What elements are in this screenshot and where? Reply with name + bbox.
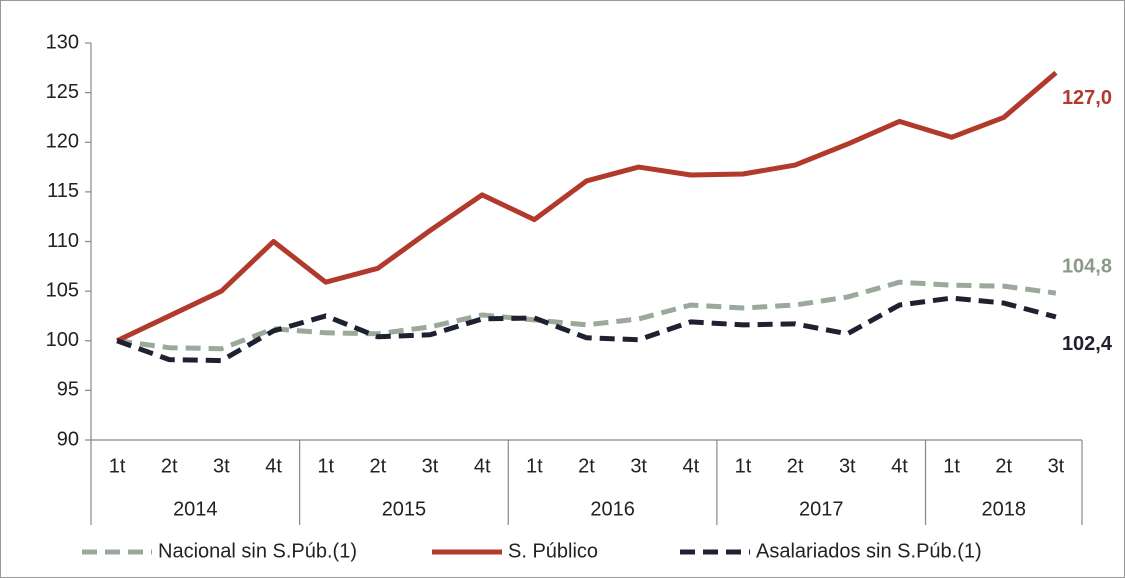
legend-label: Asalariados sin S.Púb.(1) [756,540,982,562]
x-tick-label: 2t [161,455,178,477]
x-group-label: 2018 [982,498,1027,520]
x-tick-label: 3t [1048,455,1065,477]
y-tick-label: 120 [46,131,79,153]
value-label: 127,0 [1062,87,1112,109]
x-tick-label: 1t [109,455,126,477]
x-tick-label: 2t [578,455,595,477]
series-line [116,70,1058,344]
value-label: 104,8 [1062,255,1112,277]
x-tick-label: 3t [630,455,647,477]
y-tick-label: 105 [46,279,79,301]
x-tick-label: 2t [995,455,1012,477]
x-tick-label: 2t [787,455,804,477]
y-tick-label: 100 [46,329,79,351]
y-tick-label: 125 [46,81,79,103]
y-tick-label: 90 [57,428,79,450]
y-tick-label: 115 [47,180,79,202]
x-tick-label: 1t [526,455,543,477]
series-line [116,279,1057,352]
x-tick-label: 4t [682,455,699,477]
x-tick-label: 1t [943,455,960,477]
x-group-label: 2014 [173,498,218,520]
y-tick-label: 130 [46,31,79,53]
x-tick-label: 1t [317,455,334,477]
legend-label: S. Público [508,540,598,562]
x-tick-label: 3t [213,455,230,477]
x-group-label: 2015 [382,498,427,520]
x-tick-label: 4t [265,455,282,477]
y-tick-label: 95 [57,379,79,401]
x-tick-label: 4t [474,455,491,477]
x-group-label: 2017 [799,498,844,520]
x-group-label: 2016 [590,498,635,520]
x-tick-label: 2t [370,455,387,477]
series-line [116,295,1057,364]
x-tick-label: 4t [891,455,908,477]
x-tick-label: 1t [735,455,752,477]
value-label: 102,4 [1062,333,1113,355]
x-tick-label: 3t [422,455,439,477]
y-tick-label: 110 [47,230,79,252]
x-tick-label: 3t [839,455,856,477]
legend-label: Nacional sin S.Púb.(1) [158,540,357,562]
